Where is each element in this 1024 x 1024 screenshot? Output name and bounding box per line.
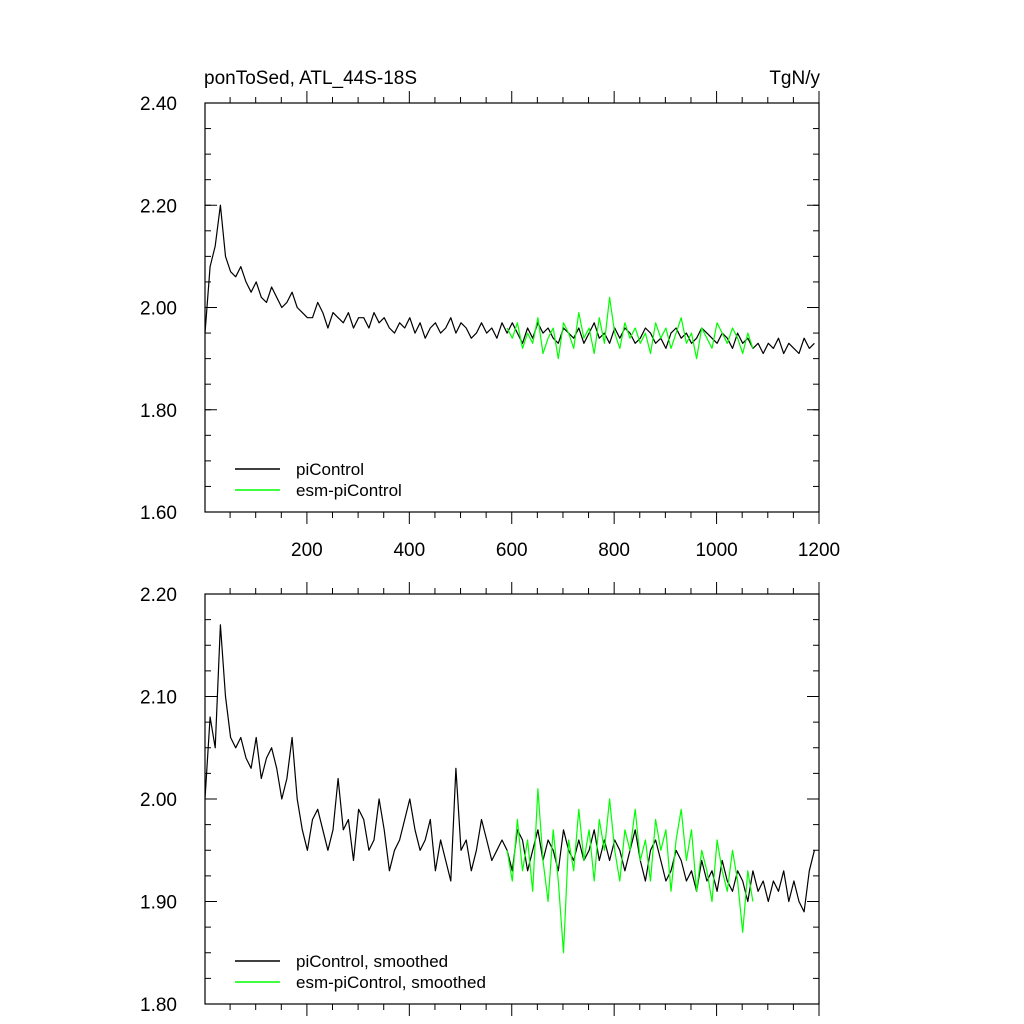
top-xtick-label: 800: [598, 540, 630, 561]
bot-series-picontrol-smoothed: [204, 624, 815, 913]
top-ytick-label: 2.00: [140, 299, 177, 320]
bot-ytick-label: 1.80: [140, 995, 177, 1016]
top-chart-units: TgN/y: [769, 68, 820, 89]
top-xtick-label: 1200: [798, 540, 840, 561]
top-panel: ponToSed, ATL_44S-18S TgN/y 1.60 1.80 2.00…: [140, 68, 840, 561]
top-legend-label-picontrol: piControl: [296, 460, 364, 479]
top-xtick-label: 400: [393, 540, 425, 561]
bot-ytick-label: 1.90: [140, 893, 177, 914]
bottom-plot-frame: [204, 593, 820, 1005]
top-legend: piControl esm-piControl: [235, 460, 402, 500]
top-xtick-label: 1000: [695, 540, 737, 561]
top-series-layer: [204, 204, 815, 360]
top-ytick-label: 1.60: [140, 503, 177, 524]
top-xtick-label: 200: [291, 540, 323, 561]
top-series-esm-picontrol: [506, 296, 754, 360]
top-ytick-label: 2.20: [140, 196, 177, 217]
bottom-legend-label-esm-picontrol-smoothed: esm-piControl, smoothed: [296, 973, 486, 992]
top-chart-title: ponToSed, ATL_44S-18S: [204, 68, 417, 89]
bot-ytick-label: 2.20: [140, 585, 177, 606]
top-xtick-label: 600: [496, 540, 528, 561]
top-plot-frame: [204, 102, 820, 513]
top-ytick-label: 2.40: [140, 94, 177, 115]
bottom-panel: 1.80 1.90 2.00 2.10 2.20 piControl, smoothed…: [140, 582, 820, 1016]
bottom-legend: piControl, smoothed esm-piControl, smoot…: [235, 952, 486, 992]
bot-ytick-label: 2.10: [140, 688, 177, 709]
top-axes: 1.60 1.80 2.00 2.20 2.40 200 400 600 800 1000 1200: [140, 91, 840, 561]
top-legend-label-esm-picontrol: esm-piControl: [296, 481, 402, 500]
bot-series-esm-picontrol-smoothed: [506, 788, 754, 954]
bottom-legend-label-picontrol-smoothed: piControl, smoothed: [296, 952, 448, 971]
bottom-axes: 1.80 1.90 2.00 2.10 2.20: [140, 582, 820, 1016]
top-series-picontrol: [204, 204, 815, 355]
top-ytick-label: 1.80: [140, 401, 177, 422]
bot-ytick-label: 2.00: [140, 790, 177, 811]
bottom-series-layer: [204, 624, 815, 954]
